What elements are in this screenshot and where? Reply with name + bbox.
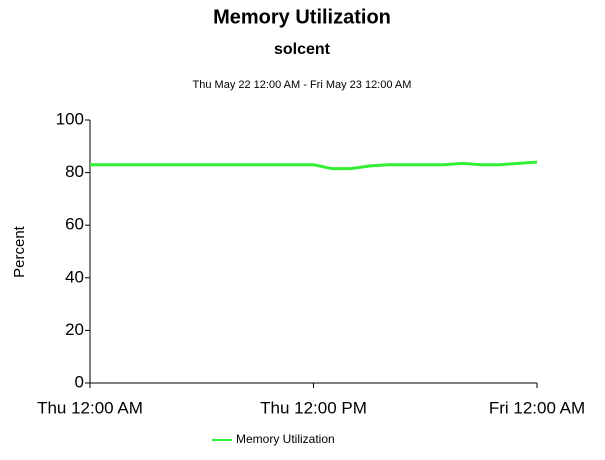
chart-title: Memory Utilization <box>213 6 391 28</box>
legend-label: Memory Utilization <box>236 432 335 446</box>
y-tick-label: 20 <box>65 320 84 339</box>
y-axis-label: Percent <box>11 225 28 278</box>
chart-subtitle: solcent <box>274 41 331 58</box>
y-tick-label: 80 <box>65 162 84 181</box>
data-line <box>90 160 538 171</box>
y-tick-label: 100 <box>56 109 84 128</box>
x-tick-label: Fri 12:00 AM <box>489 398 585 417</box>
y-tick-label: 40 <box>65 267 84 286</box>
y-tick-label: 0 <box>75 372 84 391</box>
x-tick-label: Thu 12:00 AM <box>37 398 143 417</box>
x-tick-label: Thu 12:00 PM <box>260 398 367 417</box>
y-tick-label: 60 <box>65 215 84 234</box>
date-range: Thu May 22 12:00 AM - Fri May 23 12:00 A… <box>193 79 412 91</box>
